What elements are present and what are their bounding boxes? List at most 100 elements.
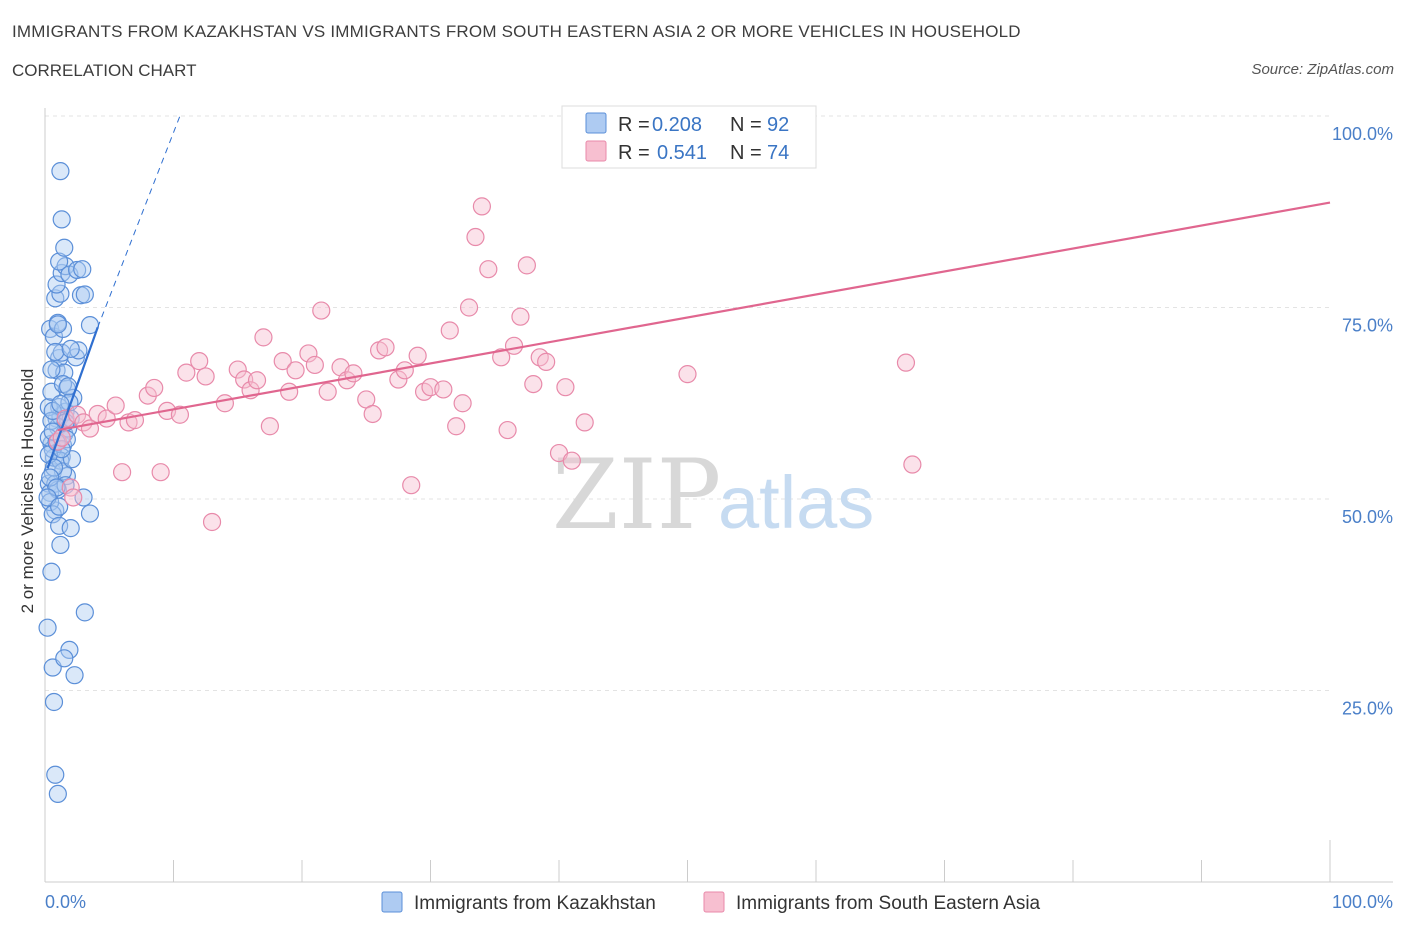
- southeast-asia-point-52: [447, 417, 466, 436]
- kazakhstan-point-35: [68, 260, 87, 280]
- legend-r-value-1: 0.208: [652, 114, 702, 136]
- southeast-asia-point-55: [466, 227, 485, 247]
- kazakhstan-point-82: [42, 360, 61, 379]
- source-label: Source: ZipAtlas.com: [1251, 61, 1394, 78]
- series-southeast-asia-points: [48, 106, 922, 532]
- legend-n-label-1: N =: [730, 114, 762, 136]
- kazakhstan-point-67: [46, 765, 65, 784]
- kazakhstan-point-61: [38, 618, 57, 637]
- series-legend: Immigrants from Kazakhstan Immigrants fr…: [381, 891, 1041, 914]
- southeast-asia-point-34: [305, 355, 324, 375]
- southeast-asia-point-22: [202, 512, 222, 532]
- y-tick-label-0: 100.0%: [1332, 124, 1393, 144]
- kazakhstan-point-40: [51, 162, 70, 181]
- southeast-asia-point-73: [903, 455, 922, 474]
- kazakhstan-point-33: [55, 238, 74, 257]
- kazakhstan-trend-line: [46, 327, 99, 469]
- kazakhstan-point-59: [42, 562, 61, 581]
- legend-n-label-2: N =: [730, 142, 762, 164]
- southeast-asia-point-18: [170, 405, 190, 424]
- southeast-asia-point-51: [440, 321, 459, 340]
- bottom-legend-label-southeast-asia: Immigrants from South Eastern Asia: [736, 893, 1041, 914]
- southeast-asia-point-43: [376, 338, 395, 357]
- legend-n-value-1: 92: [767, 114, 789, 136]
- legend-swatch-pink: [585, 140, 607, 162]
- southeast-asia-point-58: [492, 348, 511, 367]
- southeast-asia-point-27: [247, 371, 267, 390]
- kazakhstan-point-81: [48, 315, 67, 334]
- kazakhstan-point-88: [47, 478, 66, 497]
- southeast-asia-point-54: [459, 298, 479, 317]
- southeast-asia-point-28: [254, 328, 273, 347]
- kazakhstan-point-90: [50, 497, 69, 516]
- southeast-asia-point-16: [151, 463, 170, 482]
- kazakhstan-point-68: [48, 784, 67, 804]
- southeast-asia-point-41: [363, 404, 382, 424]
- southeast-asia-point-64: [530, 348, 549, 367]
- y-axis-label: 2 or more Vehicles in Household: [18, 369, 37, 614]
- southeast-asia-point-4: [64, 488, 83, 507]
- bottom-legend-label-kazakhstan: Immigrants from Kazakhstan: [414, 893, 656, 914]
- southeast-asia-point-63: [524, 375, 543, 394]
- kazakhstan-point-56: [51, 535, 70, 555]
- southeast-asia-point-30: [273, 352, 292, 371]
- southeast-asia-point-61: [511, 307, 530, 326]
- southeast-asia-point-11: [112, 463, 132, 482]
- southeast-asia-point-69: [575, 413, 594, 432]
- correlation-legend: R = 0.208 N = 92 R = 0.541 N = 74: [561, 105, 817, 169]
- southeast-asia-point-53: [453, 394, 472, 413]
- trend-lines: [46, 115, 1331, 469]
- chart-title: IMMIGRANTS FROM KAZAKHSTAN VS IMMIGRANTS…: [12, 22, 1021, 41]
- southeast-asia-point-59: [498, 420, 517, 440]
- southeast-asia-point-56: [472, 197, 491, 216]
- legend-swatch-blue: [585, 112, 607, 134]
- kazakhstan-point-28: [51, 284, 70, 303]
- x-tick-label-1: 100.0%: [1332, 892, 1393, 912]
- kazakhstan-point-38: [75, 285, 94, 304]
- kazakhstan-point-64: [55, 649, 74, 668]
- watermark: ZIP atlas: [552, 439, 874, 551]
- southeast-asia-point-57: [479, 260, 498, 279]
- kazakhstan-point-55: [61, 519, 80, 538]
- gridlines: [45, 115, 1330, 691]
- kazakhstan-point-80: [61, 339, 80, 358]
- kazakhstan-point-29: [47, 275, 66, 294]
- southeast-asia-point-29: [260, 417, 279, 436]
- southeast-asia-point-65: [537, 352, 556, 371]
- y-tick-label-3: 25.0%: [1342, 699, 1393, 719]
- kazakhstan-point-36: [73, 260, 92, 279]
- legend-r-value-2: 0.541: [657, 142, 707, 164]
- kazakhstan-point-32: [50, 252, 69, 271]
- southeast-asia-point-21: [196, 367, 215, 386]
- southeast-asia-point-45: [395, 361, 414, 380]
- southeast-asia-point-70: [678, 365, 697, 384]
- kazakhstan-point-79: [46, 342, 65, 362]
- y-tick-label-2: 50.0%: [1342, 507, 1393, 527]
- bottom-legend-swatch-blue: [381, 891, 403, 913]
- chart-subtitle: CORRELATION CHART: [12, 61, 197, 80]
- kazakhstan-point-39: [52, 210, 71, 229]
- southeast-asia-point-62: [517, 256, 536, 275]
- bottom-legend-swatch-pink: [703, 891, 725, 913]
- southeast-asia-point-67: [556, 378, 575, 397]
- southeast-asia-point-24: [228, 360, 247, 379]
- kazakhstan-point-57: [74, 488, 93, 507]
- tick-labels: 100.0% 75.0% 50.0% 25.0% 0.0% 100.0%: [45, 124, 1393, 912]
- kazakhstan-point-60: [75, 603, 94, 622]
- southeast-asia-trend-line: [57, 201, 1331, 432]
- southeast-asia-point-48: [414, 382, 434, 401]
- legend-n-value-2: 74: [767, 142, 789, 164]
- x-tick-label-0: 0.0%: [45, 892, 86, 912]
- kazakhstan-point-44: [69, 341, 88, 360]
- kazakhstan-point-66: [44, 692, 64, 712]
- southeast-asia-point-33: [299, 344, 318, 363]
- southeast-asia-point-46: [402, 476, 421, 495]
- kazakhstan-point-49: [51, 451, 70, 470]
- kazakhstan-point-65: [65, 666, 84, 685]
- southeast-asia-point-60: [504, 336, 524, 355]
- southeast-asia-point-50: [434, 380, 453, 399]
- southeast-asia-point-25: [235, 370, 254, 389]
- southeast-asia-point-31: [280, 382, 299, 401]
- legend-r-label-2: R =: [618, 142, 650, 164]
